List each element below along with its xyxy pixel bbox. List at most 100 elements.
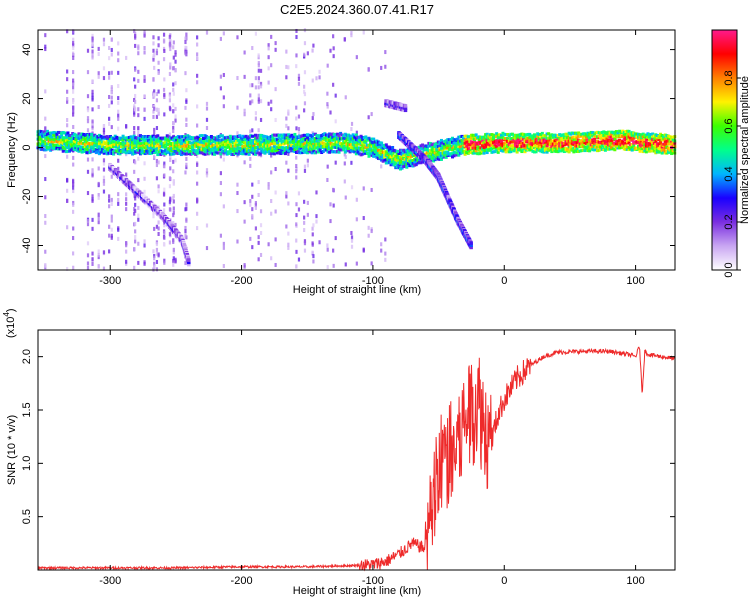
signal-pixel (514, 147, 518, 151)
signal-pixel (96, 137, 100, 141)
noise-pixel (152, 48, 155, 53)
signal-pixel (369, 138, 373, 142)
noise-pixel (236, 105, 239, 110)
signal-pixel (424, 152, 428, 156)
signal-pixel (343, 137, 347, 141)
x-tick-label: -300 (99, 575, 121, 587)
signal-pixel (402, 151, 406, 155)
noise-pixel (259, 99, 263, 104)
signal-pixel (662, 142, 666, 146)
signal-pixel (246, 141, 250, 145)
noise-pixel (134, 194, 137, 199)
signal-pixel (410, 150, 414, 154)
signal-pixel (47, 134, 51, 138)
signal-pixel (230, 144, 234, 148)
signal-pixel (56, 135, 60, 139)
signal-pixel (121, 150, 125, 154)
signal-pixel (599, 145, 603, 149)
noise-pixel (326, 265, 329, 270)
signal-pixel (47, 141, 51, 145)
noise-pixel (174, 59, 177, 64)
signal-pixel (236, 134, 240, 138)
signal-pixel (427, 149, 431, 153)
signal-pixel (599, 135, 603, 139)
signal-pixel (479, 141, 483, 145)
signal-pixel (187, 135, 191, 139)
signal-pixel (238, 146, 242, 150)
signal-pixel (195, 141, 199, 145)
signal-pixel (416, 158, 420, 162)
signal-pixel (520, 150, 524, 154)
signal-pixel (187, 140, 191, 144)
signal-pixel (80, 141, 84, 145)
signal-pixel (321, 145, 325, 149)
signal-pixel (233, 144, 237, 148)
signal-pixel (460, 149, 464, 153)
signal-pixel (381, 146, 385, 150)
signal-pixel (164, 148, 168, 152)
noise-pixel (254, 205, 257, 210)
signal-pixel (236, 138, 240, 142)
noise-pixel (91, 124, 94, 129)
signal-pixel (430, 143, 434, 147)
signal-pixel (364, 151, 368, 155)
noise-pixel (44, 195, 47, 200)
signal-pixel (238, 138, 242, 142)
signal-pixel (510, 147, 514, 151)
signal-pixel (625, 133, 629, 137)
signal-pixel (208, 143, 212, 147)
noise-pixel (157, 43, 160, 48)
signal-pixel (607, 143, 611, 147)
noise-pixel (295, 222, 298, 227)
signal-pixel (97, 152, 101, 156)
noise-pixel (97, 255, 100, 260)
signal-pixel (430, 158, 434, 162)
signal-pixel (496, 133, 500, 137)
signal-pixel (616, 135, 620, 139)
noise-pixel (168, 184, 172, 189)
signal-pixel (183, 140, 187, 144)
signal-pixel (315, 146, 319, 150)
noise-pixel (219, 86, 222, 91)
signal-pixel (253, 146, 257, 150)
signal-pixel (184, 138, 188, 142)
signal-pixel (463, 134, 467, 138)
noise-pixel (219, 154, 222, 159)
signal-pixel (116, 143, 120, 147)
signal-pixel (321, 133, 325, 137)
noise-pixel (163, 48, 166, 53)
signal-pixel (247, 140, 251, 144)
signal-pixel (294, 137, 298, 141)
signal-pixel (449, 152, 453, 156)
signal-pixel (577, 131, 581, 135)
signal-pixel (581, 132, 585, 136)
noise-pixel (168, 132, 172, 137)
signal-pixel (480, 147, 484, 151)
noise-pixel (306, 212, 309, 217)
signal-pixel (50, 135, 54, 139)
signal-pixel (285, 149, 289, 153)
signal-pixel (428, 144, 432, 148)
signal-pixel (649, 132, 653, 136)
noise-pixel (152, 214, 155, 219)
signal-pixel (439, 147, 443, 151)
signal-pixel (577, 143, 581, 147)
signal-pixel (228, 134, 232, 138)
signal-pixel (230, 136, 234, 140)
signal-pixel (490, 137, 494, 141)
noise-pixel (72, 46, 75, 51)
signal-pixel (326, 147, 330, 151)
signal-pixel (194, 139, 198, 143)
signal-pixel (307, 145, 311, 149)
signal-pixel (526, 132, 530, 136)
signal-pixel (632, 147, 636, 151)
signal-pixel (625, 129, 629, 133)
signal-pixel (485, 143, 489, 147)
signal-pixel (638, 134, 642, 138)
noise-pixel (163, 173, 166, 178)
signal-pixel (559, 143, 563, 147)
signal-pixel (153, 141, 157, 145)
signal-pixel (343, 144, 347, 148)
signal-pixel (301, 149, 305, 153)
noise-pixel (86, 261, 90, 266)
